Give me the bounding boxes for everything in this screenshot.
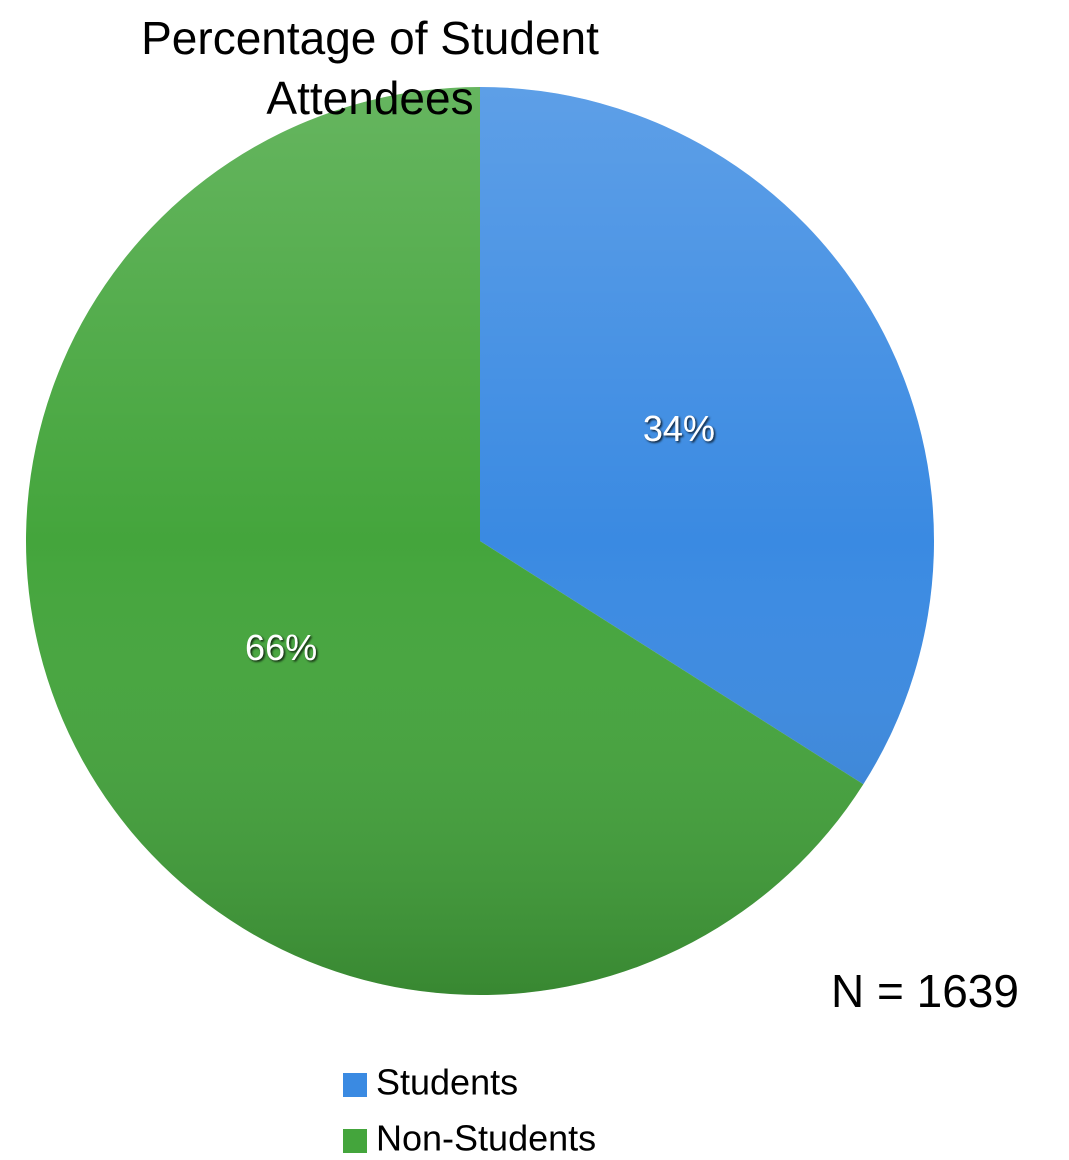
- legend-label: Non-Students: [376, 1118, 596, 1159]
- chart-title: Percentage of Student Attendees: [141, 12, 599, 124]
- slice-shade: [25, 87, 864, 996]
- legend-swatch: [343, 1129, 367, 1153]
- slice-shade: [480, 87, 934, 785]
- data-label: 66%: [245, 627, 317, 668]
- annotation: N = 1639: [831, 965, 1019, 1017]
- legend-swatch: [343, 1073, 367, 1097]
- data-label: 34%: [643, 408, 715, 449]
- legend-label: Students: [376, 1062, 518, 1103]
